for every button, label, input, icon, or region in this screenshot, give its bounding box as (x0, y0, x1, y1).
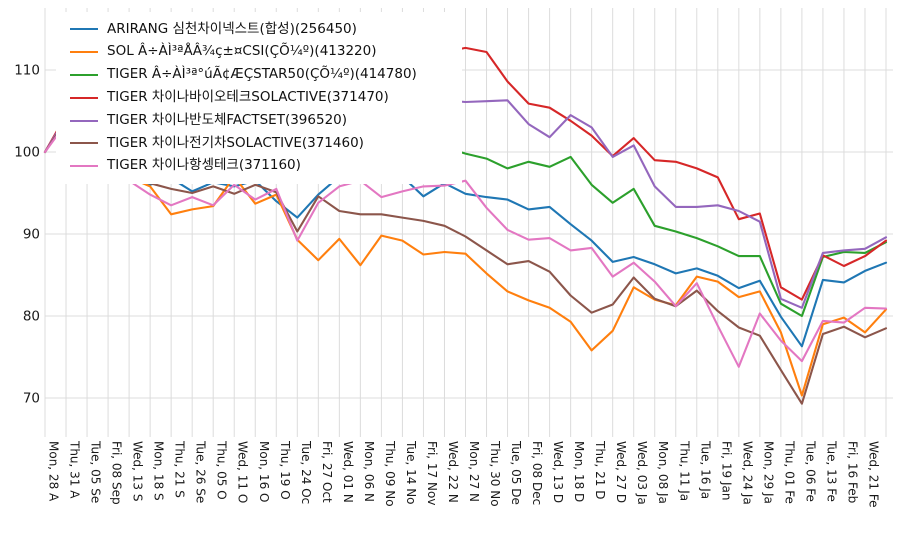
x-tick-label: Wed, 11 O (236, 441, 250, 503)
legend-item-5: TIGER 차이나전기차SOLACTIVE(371460) (64, 132, 452, 155)
x-tick-label: Wed, 24 Ja (740, 441, 754, 505)
x-tick-label: Fri, 27 Oct (320, 441, 334, 503)
x-tick-label: Wed, 22 N (446, 441, 460, 503)
x-tick-label: Wed, 03 Ja (635, 441, 649, 505)
x-tick-label: Mon, 29 Ja (761, 441, 775, 504)
x-tick-label: Tue, 13 Fe (824, 440, 838, 502)
legend-label: TIGER 차이나전기차SOLACTIVE(371460) (107, 134, 364, 151)
legend-line-swatch (70, 51, 98, 54)
legend-label: ARIRANG 심천차이넥스트(합성)(256450) (107, 20, 357, 37)
legend-label: SOL Â÷ÀÌ³ªÅÂ¾ç±¤CSI(ÇÕ¼º)(413220) (107, 43, 377, 60)
legend-label: TIGER 차이나바이오테크SOLACTIVE(371470) (107, 89, 389, 106)
x-tick-label: Wed, 13 S (131, 441, 145, 502)
legend-line-swatch (70, 28, 98, 31)
y-tick-label: 90 (23, 227, 40, 243)
x-axis-tick-labels: Mon, 28 A Thu, 31 A Tue, 05 Se Fri, 08 Sep W… (47, 440, 881, 508)
x-tick-label: Thu, 05 O (215, 440, 229, 500)
x-tick-label: Fri, 16 Feb (845, 441, 859, 503)
x-tick-label: Fri, 08 Sep (110, 441, 124, 505)
x-tick-label: Tue, 14 No (404, 440, 418, 505)
y-tick-label: 70 (23, 391, 40, 407)
x-tick-label: Thu, 09 No (383, 440, 397, 507)
x-tick-label: Thu, 30 No (488, 440, 502, 507)
x-tick-label: Thu, 19 O (278, 440, 292, 500)
x-tick-label: Tue, 05 De (509, 440, 523, 505)
x-tick-label: Fri, 19 Jan (719, 441, 733, 501)
legend-item-1: SOL Â÷ÀÌ³ªÅÂ¾ç±¤CSI(ÇÕ¼º)(413220) (64, 41, 452, 64)
x-tick-label: Tue, 24 Oc (299, 440, 313, 504)
y-tick-label: 80 (23, 309, 40, 325)
legend-label: TIGER 차이나반도체FACTSET(396520) (107, 111, 348, 128)
x-tick-label: Fri, 08 Dec (530, 441, 544, 505)
x-tick-label: Mon, 27 N (467, 441, 481, 502)
legend-label: TIGER 차이나항셍테크(371160) (107, 157, 301, 174)
y-axis-tick-labels: 70 80 90 100 110 (14, 63, 40, 407)
series-line-5 (43, 119, 888, 405)
x-tick-label: Thu, 01 Fe (782, 440, 796, 504)
legend-item-4: TIGER 차이나반도체FACTSET(396520) (64, 109, 452, 132)
x-tick-label: Mon, 28 A (47, 441, 61, 502)
x-tick-label: Mon, 06 N (362, 441, 376, 502)
x-tick-label: Tue, 26 Se (194, 440, 208, 503)
x-tick-label: Wed, 01 N (341, 441, 355, 503)
x-tick-label: Fri, 17 Nov (425, 441, 439, 505)
legend-item-6: TIGER 차이나항셍테크(371160) (64, 155, 452, 178)
x-tick-label: Wed, 21 Fe (866, 441, 880, 508)
x-tick-label: Thu, 31 A (68, 440, 82, 499)
legend-line-swatch (70, 142, 98, 145)
legend-item-0: ARIRANG 심천차이넥스트(합성)(256450) (64, 18, 452, 41)
x-tick-label: Thu, 21 S (173, 440, 187, 498)
series-line-1 (43, 118, 888, 397)
series-line-6 (43, 122, 888, 368)
legend-line-swatch (70, 165, 98, 168)
legend-line-swatch (70, 119, 98, 122)
x-tick-label: Tue, 05 Se (89, 440, 103, 503)
legend-line-swatch (70, 73, 98, 76)
x-tick-label: Thu, 21 D (593, 440, 607, 500)
legend-item-3: TIGER 차이나바이오테크SOLACTIVE(371470) (64, 86, 452, 109)
x-tick-label: Thu, 11 Ja (677, 440, 691, 501)
x-tick-label: Mon, 08 Ja (656, 441, 670, 504)
x-tick-label: Tue, 06 Fe (803, 440, 817, 502)
y-tick-label: 110 (14, 63, 40, 79)
x-tick-label: Tue, 16 Ja (698, 440, 712, 499)
chart-legend: ARIRANG 심천차이넥스트(합성)(256450) SOL Â÷ÀÌ³ªÅÂ¾… (56, 12, 462, 184)
legend-label: TIGER Â÷ÀÌ³ª°úÃ¢ÆÇSTAR50(ÇÕ¼º)(414780) (107, 66, 417, 83)
legend-item-2: TIGER Â÷ÀÌ³ª°úÃ¢ÆÇSTAR50(ÇÕ¼º)(414780) (64, 64, 452, 87)
x-tick-label: Mon, 18 D (572, 441, 586, 502)
x-tick-label: Mon, 16 O (257, 441, 271, 502)
x-tick-label: Wed, 27 D (614, 441, 628, 503)
legend-line-swatch (70, 96, 98, 99)
y-tick-label: 100 (14, 145, 40, 161)
x-tick-label: Wed, 13 D (551, 441, 565, 503)
series-line-0 (43, 115, 888, 348)
x-tick-label: Mon, 18 S (152, 441, 166, 501)
